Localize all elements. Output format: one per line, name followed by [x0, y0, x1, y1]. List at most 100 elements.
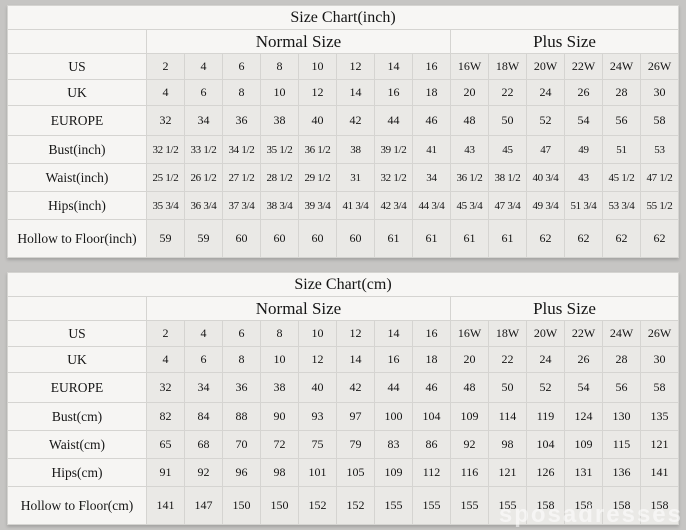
table-cell: 59 [184, 219, 223, 258]
table-cell: 92 [184, 458, 223, 487]
table-cell: 61 [374, 219, 413, 258]
table-cell: 147 [184, 486, 223, 525]
row-label: UK [7, 79, 147, 106]
table-cell: 18W [488, 53, 527, 80]
row-label: US [7, 320, 147, 347]
table-cell: 60 [298, 219, 337, 258]
table-cell: 131 [564, 458, 603, 487]
table-row: Hollow to Floor(cm) 141 147 150 150 152 152 155… [7, 486, 679, 525]
table-cell: 31 [336, 163, 375, 192]
table-cell: 75 [298, 430, 337, 459]
table-cell: 24W [602, 320, 641, 347]
table-cell: 26 [564, 79, 603, 106]
table-cell: 86 [412, 430, 451, 459]
table-cell: 24 [526, 79, 565, 106]
table-cell: 135 [640, 402, 679, 431]
table-cell: 40 [298, 105, 337, 136]
group-header-normal-size: Normal Size [146, 296, 451, 321]
table-cell: 18 [412, 79, 451, 106]
table-cell: 53 3/4 [602, 191, 641, 220]
table-cell: 6 [184, 346, 223, 373]
table-cell: 51 3/4 [564, 191, 603, 220]
table-cell: 39 1/2 [374, 135, 413, 164]
table-cell: 155 [374, 486, 413, 525]
table-cell: 36 3/4 [184, 191, 223, 220]
table-cell: 38 3/4 [260, 191, 299, 220]
table-row: EUROPE 32 34 36 38 40 42 44 46 48 50 52 54 56 58 [7, 105, 679, 136]
table-cell: 92 [450, 430, 489, 459]
table-cell: 8 [260, 53, 299, 80]
table-cell: 50 [488, 105, 527, 136]
table-row: EUROPE 32 34 36 38 40 42 44 46 48 50 52 54 56 58 [7, 372, 679, 403]
row-label: Hollow to Floor(cm) [7, 486, 147, 525]
table-cell: 96 [222, 458, 261, 487]
table-cell: 62 [640, 219, 679, 258]
table-cell: 109 [564, 430, 603, 459]
table-cell: 20 [450, 79, 489, 106]
table-cell: 28 1/2 [260, 163, 299, 192]
table-cell: 60 [260, 219, 299, 258]
table-cell: 58 [640, 105, 679, 136]
table-cell: 6 [184, 79, 223, 106]
row-label: Waist(inch) [7, 163, 147, 192]
table-cell: 16 [374, 346, 413, 373]
table-cell: 61 [450, 219, 489, 258]
table-cell: 16 [374, 79, 413, 106]
table-cell: 114 [488, 402, 527, 431]
table-cell: 26 1/2 [184, 163, 223, 192]
table-cell: 38 [260, 372, 299, 403]
table-cell: 48 [450, 105, 489, 136]
table-cell: 12 [298, 79, 337, 106]
size-chart-inch-table: Size Chart(inch) Normal Size Plus Size US 2 4… [7, 5, 679, 258]
table-cell: 42 [336, 372, 375, 403]
table-cell: 152 [336, 486, 375, 525]
table-cell: 82 [146, 402, 185, 431]
table-title-row: Size Chart(cm) [7, 272, 679, 297]
table-cell: 47 [526, 135, 565, 164]
table-cell: 45 3/4 [450, 191, 489, 220]
table-cell: 98 [260, 458, 299, 487]
table-cell: 45 1/2 [602, 163, 641, 192]
table-cell: 68 [184, 430, 223, 459]
table-cell: 4 [184, 320, 223, 347]
table-cell: 20W [526, 320, 565, 347]
table-cell: 155 [450, 486, 489, 525]
row-label: EUROPE [7, 372, 147, 403]
table-cell: 130 [602, 402, 641, 431]
table-cell: 32 1/2 [374, 163, 413, 192]
table-cell: 49 3/4 [526, 191, 565, 220]
table-cell: 72 [260, 430, 299, 459]
table-row: UK 4 6 8 10 12 14 16 18 20 22 24 26 28 30 [7, 79, 679, 106]
table-row: US 2 4 6 8 10 12 14 16 16W 18W 20W 22W 24W 26W [7, 320, 679, 347]
table-cell: 126 [526, 458, 565, 487]
table-cell: 150 [260, 486, 299, 525]
table-cell: 34 1/2 [222, 135, 261, 164]
table-cell: 88 [222, 402, 261, 431]
table-cell: 14 [374, 53, 413, 80]
table-cell: 119 [526, 402, 565, 431]
table-cell: 22W [564, 53, 603, 80]
table-cell: 8 [260, 320, 299, 347]
table-cell: 22 [488, 79, 527, 106]
table-cell: 65 [146, 430, 185, 459]
table-cell: 52 [526, 372, 565, 403]
table-cell: 51 [602, 135, 641, 164]
table-cell: 14 [374, 320, 413, 347]
table-cell: 115 [602, 430, 641, 459]
table-cell: 155 [412, 486, 451, 525]
table-cell: 40 [298, 372, 337, 403]
table-cell: 62 [526, 219, 565, 258]
table-cell: 36 1/2 [298, 135, 337, 164]
table-cell: 155 [488, 486, 527, 525]
table-cell: 12 [336, 320, 375, 347]
corner-cell [7, 29, 147, 54]
table-cell: 36 [222, 105, 261, 136]
table-cell: 101 [298, 458, 337, 487]
row-label: UK [7, 346, 147, 373]
table-cell: 40 3/4 [526, 163, 565, 192]
table-cell: 20W [526, 53, 565, 80]
table-row: UK 4 6 8 10 12 14 16 18 20 22 24 26 28 30 [7, 346, 679, 373]
table-cell: 4 [184, 53, 223, 80]
table-cell: 97 [336, 402, 375, 431]
group-header-plus-size: Plus Size [450, 29, 679, 54]
